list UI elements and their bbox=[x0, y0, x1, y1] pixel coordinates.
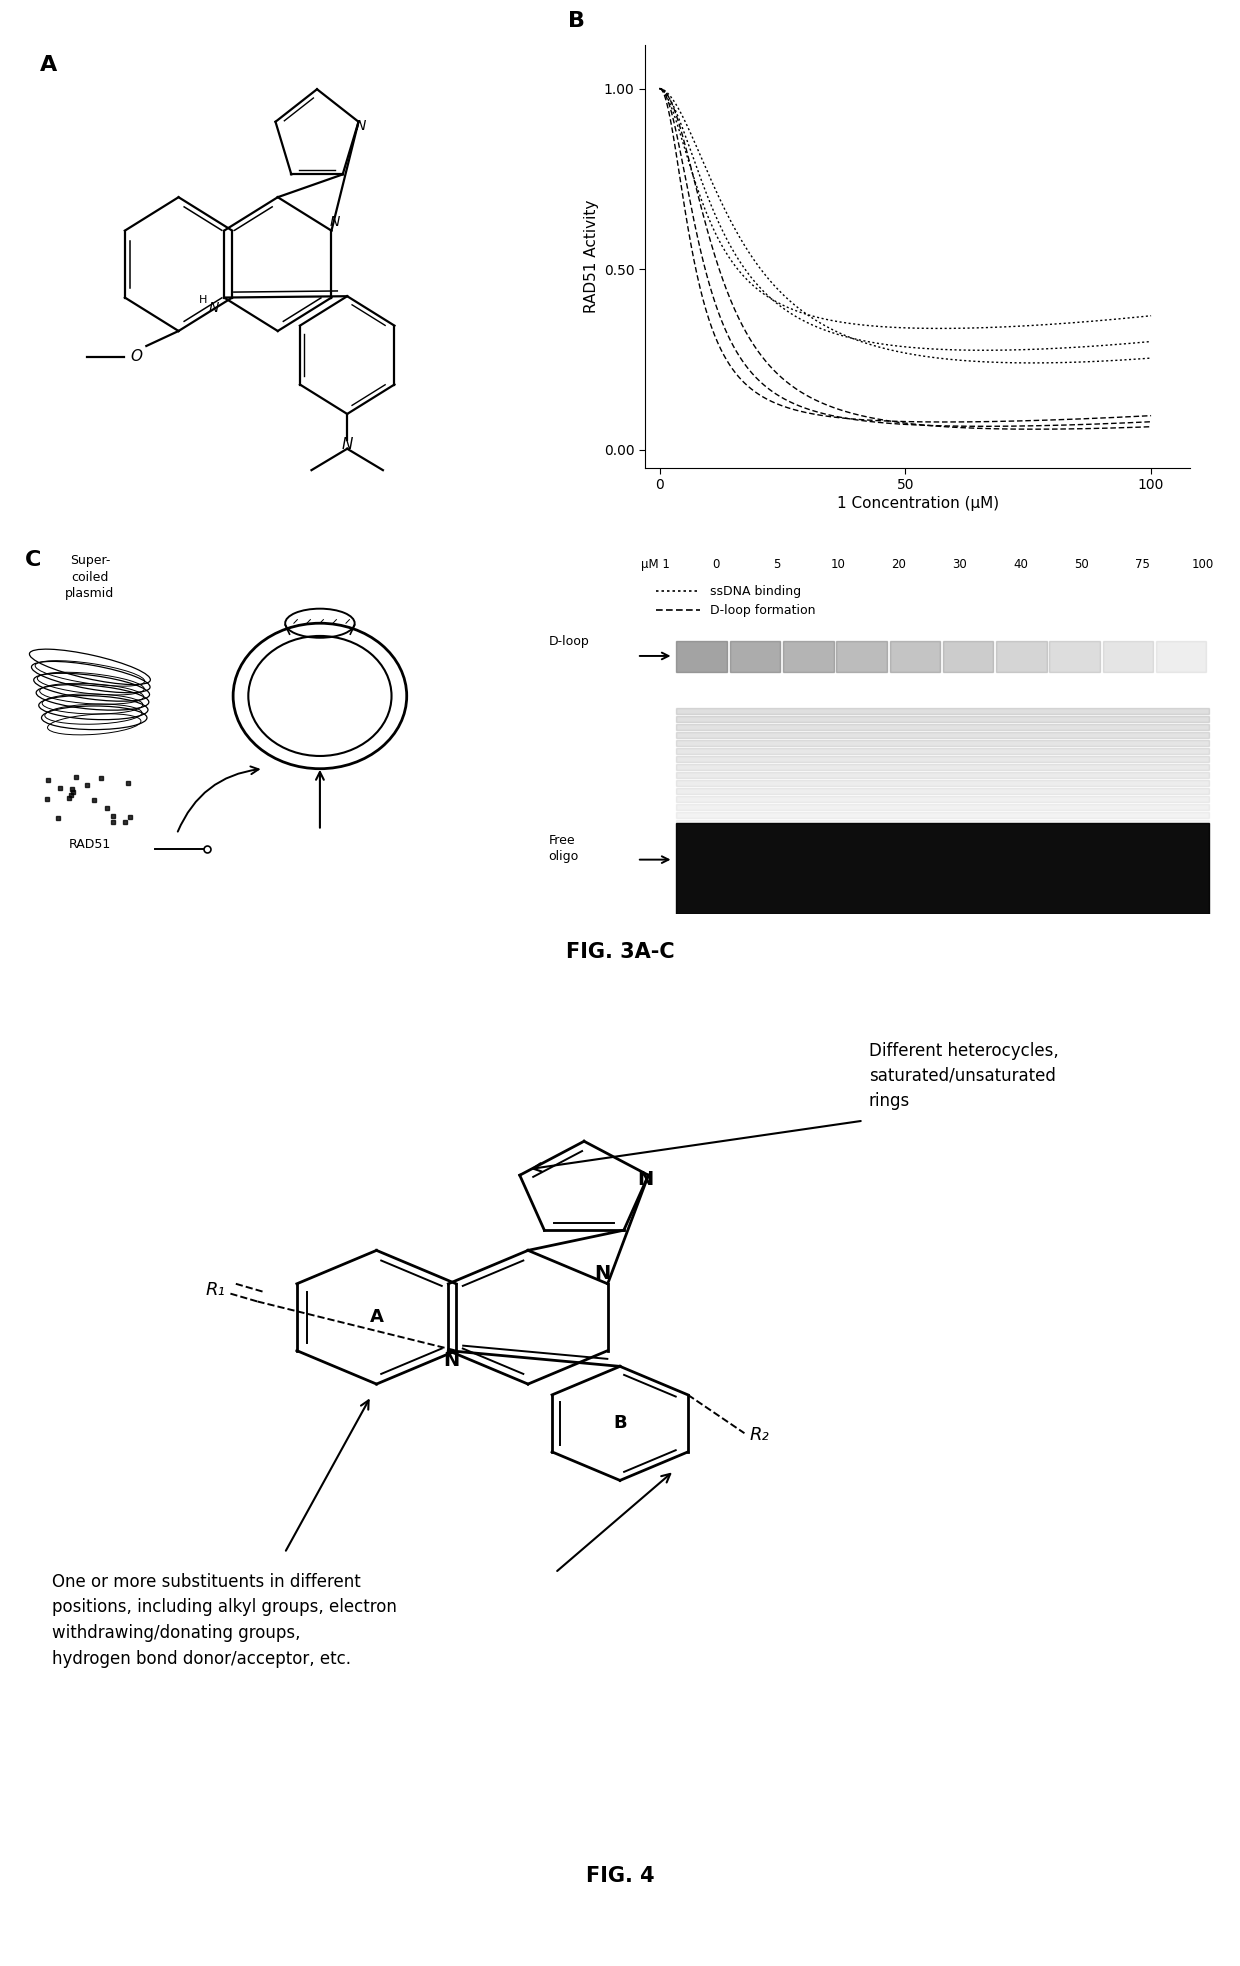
Bar bbox=[836, 641, 887, 672]
Bar bbox=[889, 641, 940, 672]
Text: 5: 5 bbox=[774, 558, 781, 570]
Bar bbox=[677, 796, 1209, 802]
Text: Different heterocycles,
saturated/unsaturated
rings: Different heterocycles, saturated/unsatu… bbox=[869, 1042, 1059, 1111]
Text: One or more substituents in different
positions, including alkyl groups, electro: One or more substituents in different po… bbox=[52, 1573, 397, 1667]
Bar bbox=[677, 708, 1209, 714]
Text: 20: 20 bbox=[892, 558, 906, 570]
Bar bbox=[677, 812, 1209, 818]
Bar bbox=[1156, 641, 1207, 672]
Bar bbox=[677, 781, 1209, 786]
Text: 0: 0 bbox=[712, 558, 719, 570]
Text: RAD51: RAD51 bbox=[68, 838, 112, 851]
Text: 100: 100 bbox=[1192, 558, 1214, 570]
Text: H: H bbox=[200, 295, 207, 305]
Text: FIG. 3A-C: FIG. 3A-C bbox=[565, 942, 675, 961]
Bar bbox=[677, 788, 1209, 794]
Bar bbox=[996, 641, 1047, 672]
Bar bbox=[677, 771, 1209, 779]
Bar bbox=[677, 747, 1209, 755]
Text: 30: 30 bbox=[952, 558, 967, 570]
Bar bbox=[782, 641, 833, 672]
Text: 50: 50 bbox=[1074, 558, 1089, 570]
Text: N: N bbox=[341, 438, 353, 452]
Text: N: N bbox=[330, 214, 340, 228]
Bar bbox=[677, 755, 1209, 763]
Bar bbox=[677, 824, 1209, 914]
Bar bbox=[729, 641, 780, 672]
Text: D-loop: D-loop bbox=[548, 635, 589, 649]
Text: R₂: R₂ bbox=[750, 1425, 770, 1445]
Text: N: N bbox=[637, 1170, 653, 1189]
Text: 75: 75 bbox=[1135, 558, 1149, 570]
Bar bbox=[677, 716, 1209, 722]
Text: FIG. 4: FIG. 4 bbox=[585, 1866, 655, 1885]
Bar bbox=[677, 763, 1209, 771]
Text: μM 1: μM 1 bbox=[641, 558, 670, 570]
Bar bbox=[677, 731, 1209, 737]
Text: A: A bbox=[370, 1307, 383, 1327]
Text: B: B bbox=[568, 12, 585, 31]
Bar bbox=[677, 739, 1209, 747]
Text: A: A bbox=[40, 55, 57, 75]
Text: N: N bbox=[356, 120, 366, 134]
Text: 40: 40 bbox=[1013, 558, 1028, 570]
Text: N: N bbox=[594, 1264, 610, 1284]
X-axis label: 1 Concentration (μM): 1 Concentration (μM) bbox=[837, 497, 998, 511]
Text: 10: 10 bbox=[831, 558, 846, 570]
Text: B: B bbox=[614, 1414, 626, 1433]
Bar bbox=[677, 804, 1209, 810]
Bar bbox=[942, 641, 993, 672]
Legend: ssDNA binding, D-loop formation: ssDNA binding, D-loop formation bbox=[651, 580, 821, 623]
Bar bbox=[677, 641, 727, 672]
Text: O: O bbox=[130, 350, 143, 364]
Text: N: N bbox=[443, 1351, 459, 1370]
Bar bbox=[1102, 641, 1153, 672]
Text: N: N bbox=[210, 301, 219, 315]
Text: Free
oligo: Free oligo bbox=[548, 834, 579, 863]
Bar bbox=[677, 820, 1209, 826]
Bar bbox=[677, 723, 1209, 729]
Y-axis label: RAD51 Activity: RAD51 Activity bbox=[584, 201, 599, 313]
Bar bbox=[1049, 641, 1100, 672]
Text: C: C bbox=[25, 550, 41, 570]
Text: R₁: R₁ bbox=[206, 1280, 224, 1300]
Text: Super-
coiled
plasmid: Super- coiled plasmid bbox=[66, 554, 114, 600]
